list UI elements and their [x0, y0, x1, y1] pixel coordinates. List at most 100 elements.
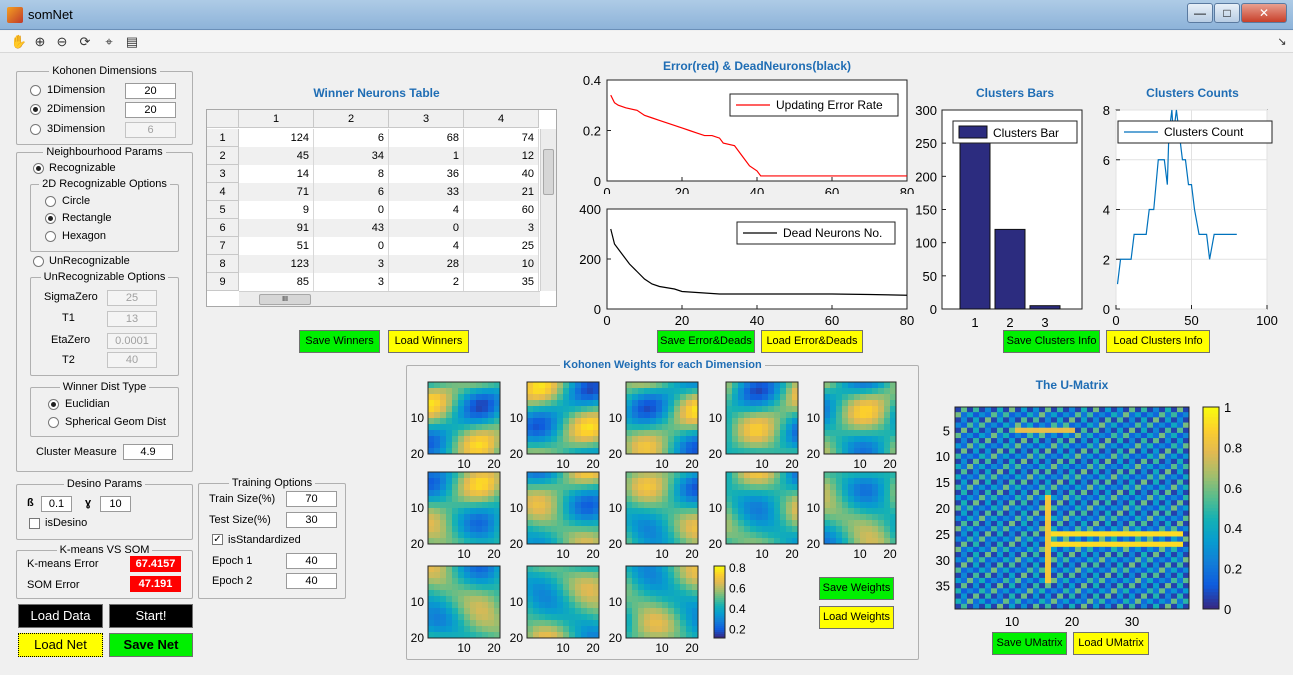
save-clusters-button[interactable]: Save Clusters Info	[1003, 330, 1100, 353]
table-column-header[interactable]: 2	[314, 110, 389, 128]
load-weights-button[interactable]: Load Weights	[819, 606, 894, 629]
table-cell[interactable]: 28	[389, 255, 464, 273]
radio-recognizable[interactable]	[33, 163, 44, 174]
table-row[interactable]	[207, 201, 539, 219]
zoom-in-icon[interactable]: ⊕	[34, 34, 46, 49]
load-error-deads-button[interactable]: Load Error&Deads	[761, 330, 863, 353]
table-cell[interactable]: 14	[239, 165, 314, 183]
table-cell[interactable]: 85	[239, 273, 314, 291]
table-cell[interactable]: 4	[389, 201, 464, 219]
radio-1dimension[interactable]	[30, 85, 41, 96]
table-row[interactable]	[207, 183, 539, 201]
table-cell[interactable]: 0	[389, 219, 464, 237]
table-row[interactable]	[207, 147, 539, 165]
table-horizontal-scrollbar[interactable]: III	[239, 291, 540, 306]
hand-icon[interactable]: ✋	[10, 34, 28, 49]
input-cluster-measure[interactable]: 4.9	[123, 444, 173, 460]
table-cell[interactable]: 3	[314, 273, 389, 291]
table-row-header[interactable]: 9	[207, 273, 239, 291]
maximize-button[interactable]: □	[1214, 3, 1240, 23]
start-button[interactable]: Start!	[109, 604, 193, 628]
input-epoch1[interactable]: 40	[286, 553, 337, 569]
radio-2dimension[interactable]	[30, 104, 41, 115]
minimize-button[interactable]: —	[1187, 3, 1213, 23]
table-cell[interactable]: 71	[239, 183, 314, 201]
input-t1[interactable]: 13	[107, 311, 157, 327]
data-cursor-icon[interactable]: ⌖	[105, 34, 113, 49]
table-vertical-scrollbar[interactable]	[540, 129, 556, 291]
load-net-button[interactable]: Load Net	[18, 633, 103, 657]
checkbox-isdesino[interactable]	[29, 518, 40, 529]
rotate-icon[interactable]: ⟳	[79, 34, 91, 49]
table-cell[interactable]: 45	[239, 147, 314, 165]
legend-icon[interactable]: ▤	[125, 34, 139, 49]
table-row-header[interactable]: 4	[207, 183, 239, 201]
load-umatrix-button[interactable]: Load UMatrix	[1073, 632, 1149, 655]
table-row[interactable]	[207, 273, 539, 291]
radio-circle[interactable]	[45, 196, 56, 207]
load-winners-button[interactable]: Load Winners	[388, 330, 469, 353]
table-cell[interactable]: 51	[239, 237, 314, 255]
save-net-button[interactable]: Save Net	[109, 633, 193, 657]
table-cell[interactable]: 2	[389, 273, 464, 291]
input-epoch2[interactable]: 40	[286, 573, 337, 589]
input-sigmazero[interactable]: 25	[107, 290, 157, 306]
input-3dimension[interactable]: 6	[125, 122, 176, 138]
table-row-header[interactable]: 3	[207, 165, 239, 183]
table-cell[interactable]: 0	[314, 237, 389, 255]
table-cell[interactable]: 8	[314, 165, 389, 183]
radio-rectangle[interactable]	[45, 213, 56, 224]
table-cell[interactable]: 40	[464, 165, 539, 183]
table-column-header[interactable]: 1	[239, 110, 314, 128]
table-column-header[interactable]: 4	[464, 110, 539, 128]
table-row-header[interactable]: 8	[207, 255, 239, 273]
radio-euclidian[interactable]	[48, 399, 59, 410]
table-cell[interactable]: 6	[314, 129, 389, 147]
table-row[interactable]	[207, 129, 539, 147]
table-row-header[interactable]: 7	[207, 237, 239, 255]
checkbox-standardized[interactable]: ✓	[212, 534, 223, 545]
input-gamma[interactable]: 10	[100, 496, 131, 512]
radio-spherical[interactable]	[48, 417, 59, 428]
table-hscroll-thumb[interactable]: III	[259, 294, 311, 305]
load-data-button[interactable]: Load Data	[18, 604, 103, 628]
input-etazero[interactable]: 0.0001	[107, 333, 157, 349]
close-button[interactable]: ✕	[1241, 3, 1287, 23]
table-cell[interactable]: 4	[389, 237, 464, 255]
table-row-header[interactable]: 5	[207, 201, 239, 219]
table-cell[interactable]: 1	[389, 147, 464, 165]
table-cell[interactable]: 43	[314, 219, 389, 237]
table-row[interactable]	[207, 165, 539, 183]
radio-hexagon[interactable]	[45, 231, 56, 242]
input-train-size[interactable]: 70	[286, 491, 337, 507]
zoom-out-icon[interactable]: ⊖	[56, 34, 68, 49]
table-cell[interactable]: 123	[239, 255, 314, 273]
load-clusters-button[interactable]: Load Clusters Info	[1106, 330, 1210, 353]
winners-table[interactable]: 1 2 3 4 1 124 6 68 74 2 45 34 1 12 3 14 8 36 40 4 71 6 33 21 5 9 0…	[206, 109, 557, 307]
table-cell[interactable]: 3	[314, 255, 389, 273]
dock-arrow-icon[interactable]: ↘	[1277, 36, 1287, 48]
table-row[interactable]	[207, 237, 539, 255]
table-cell[interactable]: 33	[389, 183, 464, 201]
input-test-size[interactable]: 30	[286, 512, 337, 528]
table-cell[interactable]: 34	[314, 147, 389, 165]
table-cell[interactable]: 60	[464, 201, 539, 219]
table-cell[interactable]: 3	[464, 219, 539, 237]
table-vscroll-thumb[interactable]	[543, 149, 554, 195]
input-2dimension[interactable]: 20	[125, 102, 176, 118]
table-cell[interactable]: 12	[464, 147, 539, 165]
save-umatrix-button[interactable]: Save UMatrix	[992, 632, 1067, 655]
table-row-header[interactable]: 2	[207, 147, 239, 165]
table-cell[interactable]: 6	[314, 183, 389, 201]
table-row-header[interactable]: 6	[207, 219, 239, 237]
table-cell[interactable]: 9	[239, 201, 314, 219]
table-cell[interactable]: 124	[239, 129, 314, 147]
input-1dimension[interactable]: 20	[125, 83, 176, 99]
table-cell[interactable]: 0	[314, 201, 389, 219]
save-error-deads-button[interactable]: Save Error&Deads	[657, 330, 755, 353]
table-cell[interactable]: 10	[464, 255, 539, 273]
table-cell[interactable]: 74	[464, 129, 539, 147]
radio-unrecognizable[interactable]	[33, 256, 44, 267]
save-weights-button[interactable]: Save Weights	[819, 577, 894, 600]
table-cell[interactable]: 36	[389, 165, 464, 183]
